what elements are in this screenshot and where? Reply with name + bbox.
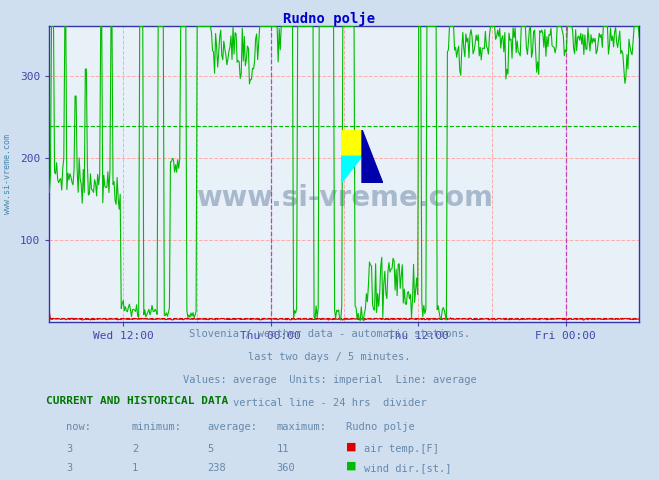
Text: CURRENT AND HISTORICAL DATA: CURRENT AND HISTORICAL DATA xyxy=(46,396,229,406)
Text: average:: average: xyxy=(208,422,258,432)
Text: Rudno polje: Rudno polje xyxy=(346,422,415,432)
Text: www.si-vreme.com: www.si-vreme.com xyxy=(3,134,13,214)
Text: 11: 11 xyxy=(277,444,289,454)
Text: maximum:: maximum: xyxy=(277,422,327,432)
Text: 5: 5 xyxy=(208,444,214,454)
Text: 3: 3 xyxy=(66,444,72,454)
Text: Slovenia / weather data - automatic stations.: Slovenia / weather data - automatic stat… xyxy=(189,329,470,339)
Polygon shape xyxy=(362,130,383,183)
Text: now:: now: xyxy=(66,422,91,432)
Text: 3: 3 xyxy=(66,463,72,473)
Text: 238: 238 xyxy=(208,463,226,473)
Text: 360: 360 xyxy=(277,463,295,473)
Text: 2: 2 xyxy=(132,444,138,454)
Text: 1: 1 xyxy=(132,463,138,473)
Text: wind dir.[st.]: wind dir.[st.] xyxy=(364,463,452,473)
Text: Rudno polje: Rudno polje xyxy=(283,12,376,26)
Text: ■: ■ xyxy=(346,442,357,452)
Text: ■: ■ xyxy=(346,461,357,471)
Text: minimum:: minimum: xyxy=(132,422,182,432)
Polygon shape xyxy=(341,130,362,156)
Text: www.si-vreme.com: www.si-vreme.com xyxy=(196,184,493,212)
Text: air temp.[F]: air temp.[F] xyxy=(364,444,440,454)
Text: Values: average  Units: imperial  Line: average: Values: average Units: imperial Line: av… xyxy=(183,375,476,385)
Text: last two days / 5 minutes.: last two days / 5 minutes. xyxy=(248,352,411,362)
Polygon shape xyxy=(341,156,362,183)
Text: vertical line - 24 hrs  divider: vertical line - 24 hrs divider xyxy=(233,398,426,408)
